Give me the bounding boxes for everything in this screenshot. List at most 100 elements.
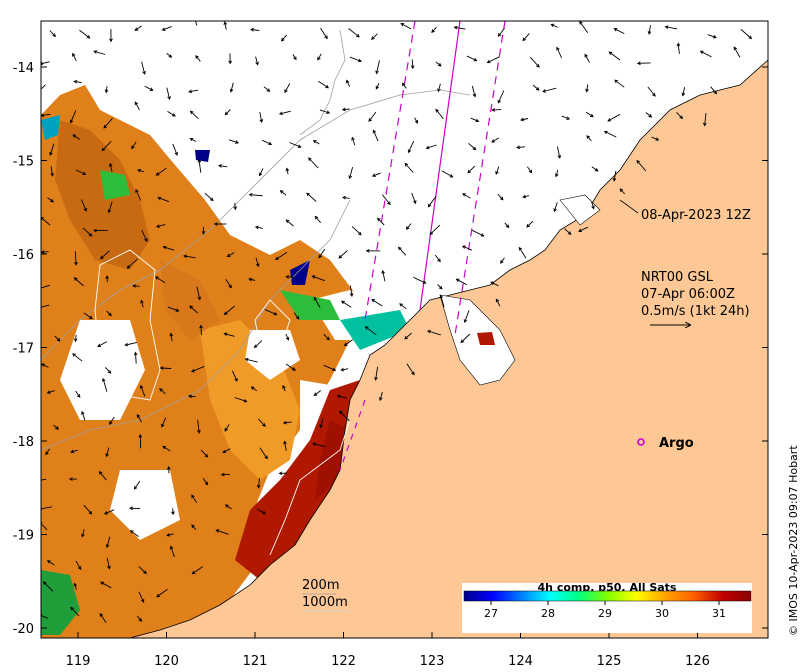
current-vector-head (462, 193, 466, 197)
current-vector (344, 339, 353, 346)
current-vector-head (655, 137, 660, 141)
current-vector-head (348, 175, 353, 180)
current-vector-head (648, 114, 653, 118)
current-vector (306, 192, 317, 202)
current-vector (70, 607, 80, 617)
current-vector-head (140, 299, 144, 304)
current-vector (497, 90, 505, 103)
current-vector (431, 26, 437, 33)
current-vector-head (338, 255, 343, 259)
current-vector-head (72, 134, 77, 138)
current-vector (468, 142, 476, 150)
current-vector-head (460, 339, 465, 344)
current-vector (259, 168, 264, 176)
current-vector (216, 529, 229, 535)
current-vector (522, 33, 530, 41)
current-vector (460, 333, 471, 343)
current-vector (372, 172, 381, 177)
current-vector (230, 82, 234, 92)
current-vector-head (93, 50, 98, 54)
current-vector (259, 447, 268, 459)
current-vector (74, 251, 77, 265)
current-vector-head (437, 88, 441, 93)
current-vector (435, 61, 442, 67)
current-vector (614, 28, 625, 35)
current-vector-head (56, 337, 61, 342)
current-vector-head (233, 206, 238, 211)
current-vector-head (135, 188, 139, 193)
current-vector-head (126, 265, 131, 269)
colorbar: 4h comp, p50, All Sats 27 28 29 30 31 (462, 581, 752, 633)
current-vector-head (636, 159, 640, 164)
current-vector-head (475, 118, 480, 123)
current-vector-head (46, 560, 51, 564)
current-vector (136, 414, 142, 423)
current-vector (257, 418, 266, 427)
current-vector-head (108, 162, 113, 167)
current-vector (222, 448, 231, 453)
current-vector-head (748, 35, 753, 40)
current-vector (379, 391, 383, 401)
current-vector (454, 26, 466, 30)
current-vector-head (197, 429, 201, 434)
current-vector (162, 446, 171, 452)
current-vector-head (41, 61, 44, 66)
current-vector (41, 615, 49, 619)
current-vector (532, 84, 540, 91)
current-vector-head (100, 581, 104, 585)
current-vector (249, 194, 263, 197)
current-vector (156, 167, 167, 176)
current-source-label: NRT00 GSL (641, 270, 714, 285)
current-vector-head (332, 367, 337, 372)
current-vector (262, 139, 272, 145)
current-vector-head (603, 130, 608, 135)
current-vector-head (107, 209, 112, 214)
current-vector-head (101, 147, 106, 152)
current-vector-head (282, 420, 287, 425)
current-vector (470, 117, 479, 122)
x-tick-label: 121 (243, 654, 268, 669)
current-vector (156, 223, 166, 228)
current-vector-head (139, 384, 144, 389)
current-vector-head (244, 357, 249, 362)
current-vector-head (586, 135, 590, 139)
current-vector-head (664, 25, 669, 29)
current-vector-head (426, 329, 431, 334)
current-vector-head (105, 453, 109, 458)
current-vector-head (70, 449, 75, 454)
current-vector-head (429, 231, 434, 236)
current-vector-head (224, 504, 229, 508)
current-vector (341, 368, 349, 371)
current-vector-head (556, 46, 560, 51)
current-vector (157, 197, 170, 203)
current-vector (224, 333, 235, 337)
current-vector-head (41, 363, 45, 367)
current-vector-head (149, 87, 154, 91)
current-vector (437, 284, 443, 290)
current-vector-head (520, 117, 525, 122)
current-vector (636, 160, 647, 172)
current-vector (83, 312, 93, 319)
current-vector (167, 306, 179, 312)
current-vector (190, 138, 197, 142)
track-pointer (619, 199, 639, 214)
current-vector (280, 190, 287, 196)
current-vector (740, 29, 752, 39)
current-vector-head (453, 25, 458, 30)
current-vector (140, 300, 144, 308)
current-vector (520, 118, 529, 121)
current-vector (492, 109, 502, 111)
current-vector (375, 366, 379, 380)
current-vector (495, 166, 500, 175)
current-vector (700, 50, 712, 58)
current-vector-head (308, 157, 312, 162)
current-vector-head (372, 129, 377, 134)
current-vector (255, 56, 259, 65)
current-vector (134, 480, 141, 490)
current-vector (259, 112, 263, 123)
current-vector-head (292, 367, 296, 371)
current-vector-head (254, 225, 259, 230)
current-vector-head (213, 222, 218, 226)
current-vector-head (73, 277, 78, 281)
current-vector-head (480, 233, 485, 237)
